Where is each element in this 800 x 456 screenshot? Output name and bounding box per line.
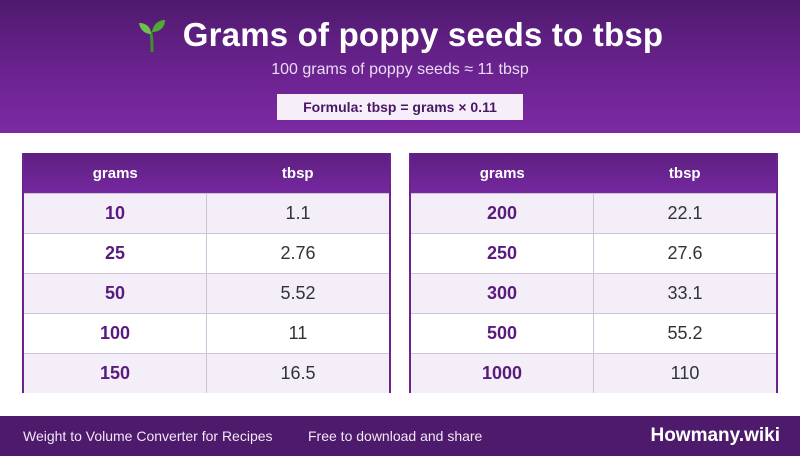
- grams-cell: 500: [411, 314, 594, 353]
- grams-cell: 150: [24, 354, 207, 393]
- table-header: grams tbsp: [24, 153, 389, 193]
- table-row: 500 55.2: [411, 313, 776, 353]
- tbsp-cell: 110: [670, 363, 700, 383]
- table-row: 25 2.76: [24, 233, 389, 273]
- grams-cell: 25: [24, 234, 207, 273]
- table-row: 300 33.1: [411, 273, 776, 313]
- table-row: 50 5.52: [24, 273, 389, 313]
- grams-cell: 1000: [411, 354, 594, 393]
- footer-tagline: Free to download and share: [308, 428, 483, 444]
- grams-cell: 200: [411, 194, 594, 233]
- footer-app-name: Weight to Volume Converter for Recipes: [23, 428, 273, 444]
- tbsp-cell: 16.5: [280, 363, 316, 383]
- conversion-table-left: grams tbsp 10 1.1 25 2.76 50 5.52 100 11…: [22, 153, 391, 393]
- sprout-icon: [137, 18, 167, 52]
- formula-badge: Formula: tbsp = grams × 0.11: [277, 94, 523, 120]
- footer-bar: Weight to Volume Converter for Recipes F…: [0, 416, 800, 456]
- column-header-tbsp: tbsp: [668, 164, 701, 182]
- grams-cell: 100: [24, 314, 207, 353]
- grams-cell: 50: [24, 274, 207, 313]
- subtitle: 100 grams of poppy seeds ≈ 11 tbsp: [271, 61, 529, 78]
- tbsp-cell: 55.2: [667, 323, 703, 343]
- table-row: 200 22.1: [411, 193, 776, 233]
- brand-logo-text[interactable]: Howmany.wiki: [650, 425, 780, 446]
- column-header-grams: grams: [479, 164, 525, 182]
- tbsp-cell: 1.1: [285, 203, 311, 223]
- header-banner: Grams of poppy seeds to tbsp 100 grams o…: [0, 0, 800, 133]
- tbsp-cell: 5.52: [280, 283, 316, 303]
- tbsp-cell: 22.1: [667, 203, 703, 223]
- table-row: 10 1.1: [24, 193, 389, 233]
- column-header-grams: grams: [92, 164, 138, 182]
- column-header-tbsp: tbsp: [281, 164, 314, 182]
- tbsp-cell: 11: [288, 323, 308, 343]
- table-row: 250 27.6: [411, 233, 776, 273]
- tbsp-cell: 2.76: [280, 243, 316, 263]
- grams-cell: 10: [24, 194, 207, 233]
- table-row: 1000 110: [411, 353, 776, 393]
- tbsp-cell: 27.6: [667, 243, 703, 263]
- conversion-table-right: grams tbsp 200 22.1 250 27.6 300 33.1 50…: [409, 153, 778, 393]
- title-text: Grams of poppy seeds to tbsp: [182, 16, 664, 53]
- page-title: Grams of poppy seeds to tbsp: [0, 12, 800, 58]
- grams-cell: 250: [411, 234, 594, 273]
- grams-cell: 300: [411, 274, 594, 313]
- table-row: 150 16.5: [24, 353, 389, 393]
- table-header: grams tbsp: [411, 153, 776, 193]
- tbsp-cell: 33.1: [667, 283, 703, 303]
- table-row: 100 11: [24, 313, 389, 353]
